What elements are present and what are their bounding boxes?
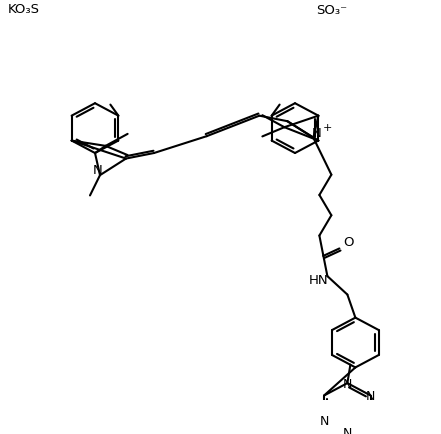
- Text: N: N: [93, 164, 103, 177]
- Text: N: N: [311, 126, 321, 139]
- Text: HN: HN: [309, 274, 328, 286]
- Text: N: N: [366, 389, 375, 402]
- Text: O: O: [343, 235, 354, 248]
- Text: N: N: [319, 414, 329, 427]
- Text: +: +: [323, 122, 332, 132]
- Text: SO₃⁻: SO₃⁻: [316, 3, 347, 16]
- Text: KO₃S: KO₃S: [8, 3, 40, 16]
- Text: N: N: [343, 377, 352, 390]
- Text: N: N: [343, 427, 352, 434]
